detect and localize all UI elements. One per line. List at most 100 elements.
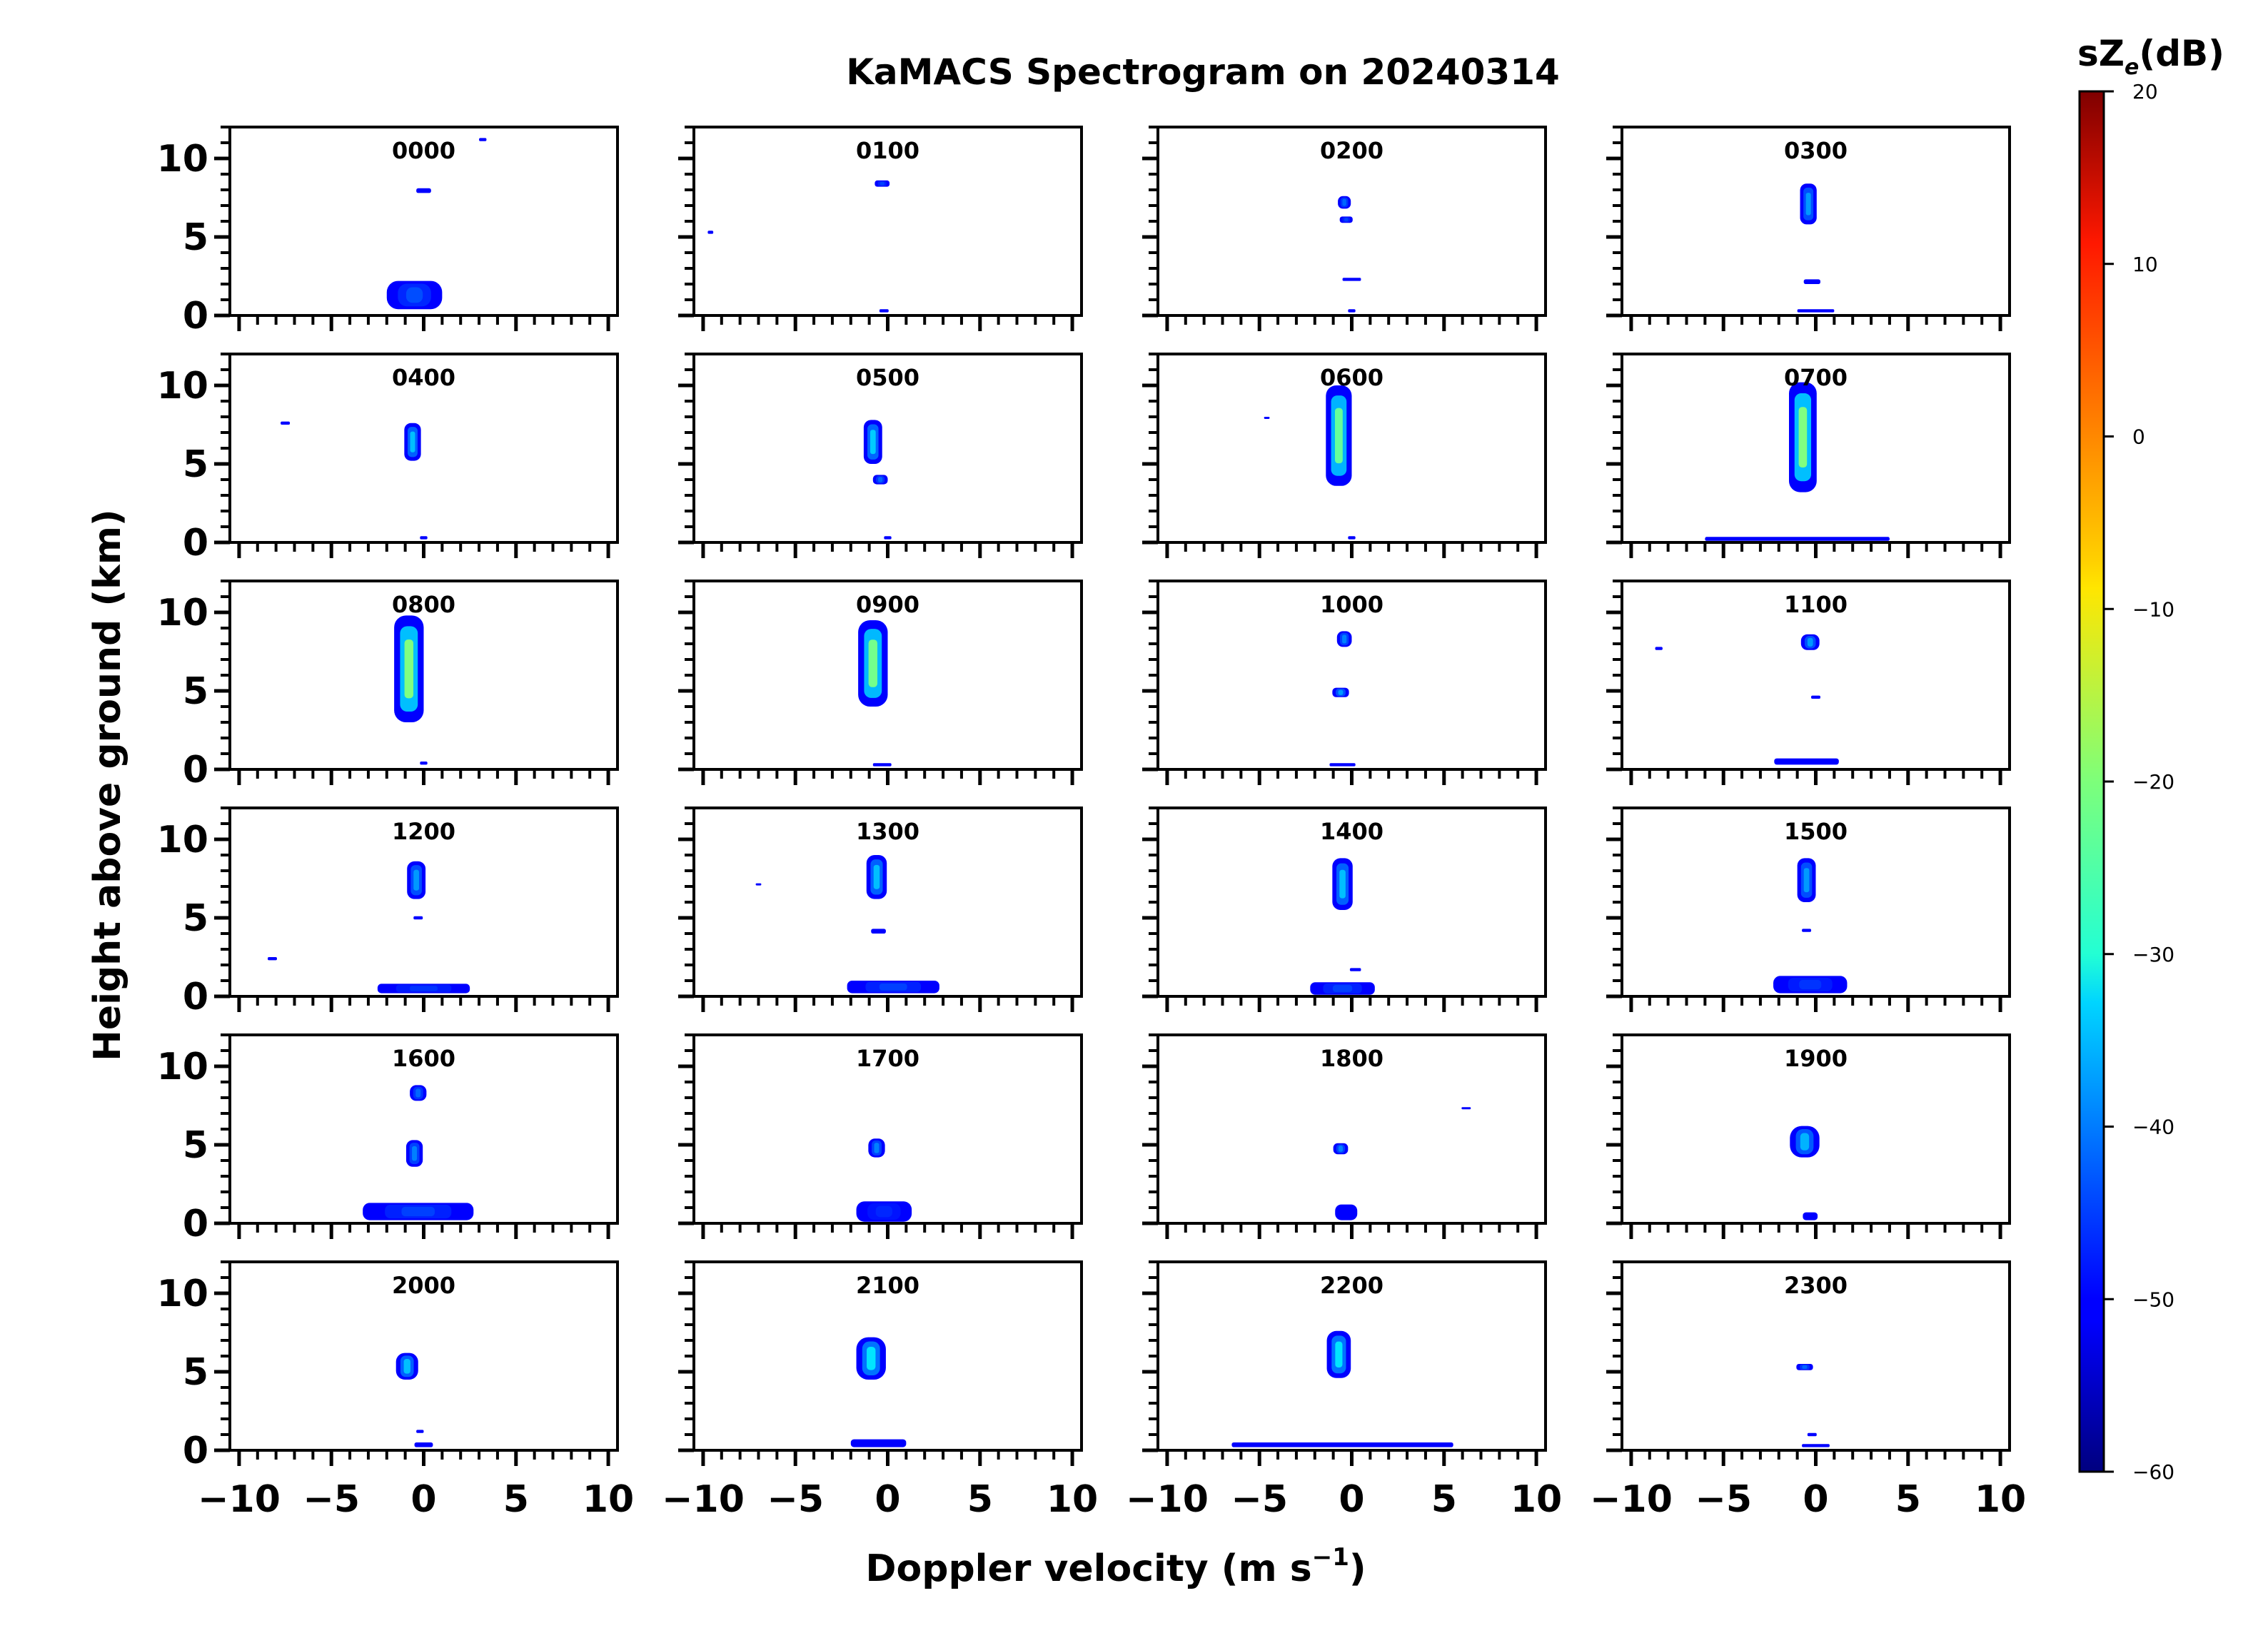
echo-outer <box>416 1430 424 1433</box>
echo-1 <box>420 762 428 765</box>
panel-1400: 1400 <box>1142 807 1547 1012</box>
colorbar-tick-label: −20 <box>2132 770 2174 794</box>
echo-1 <box>1231 1442 1453 1447</box>
echo-0 <box>1332 858 1353 910</box>
colorbar-tick-label: −60 <box>2132 1460 2174 1484</box>
x-tick-label: −10 <box>1126 1478 1209 1521</box>
echo-2 <box>268 957 277 961</box>
panel-1000: 1000 <box>1142 580 1547 785</box>
echo-2 <box>1310 982 1375 995</box>
panel-plot-area <box>707 180 890 313</box>
echo-2 <box>1797 309 1835 313</box>
echo-outer <box>1264 417 1270 419</box>
echo-1 <box>1803 279 1820 284</box>
echo-0 <box>1336 631 1352 647</box>
x-tick-label: −5 <box>767 1478 824 1521</box>
panel-time-label: 0300 <box>1784 137 1848 164</box>
y-tick-label: 10 <box>157 592 208 634</box>
echo-0 <box>386 280 443 310</box>
echo-core <box>1807 637 1813 647</box>
colorbar-tick-label: 10 <box>2132 253 2158 276</box>
panel-1500: 1500 <box>1606 807 2011 1012</box>
panel-plot-area <box>856 1138 912 1222</box>
echo-2 <box>479 138 487 141</box>
echo-1 <box>281 421 291 425</box>
panel-time-label: 0400 <box>392 364 455 391</box>
x-tick-label: −10 <box>198 1478 281 1521</box>
y-tick-label: 0 <box>183 1203 208 1245</box>
x-tick-label: 10 <box>1047 1478 1098 1521</box>
echo-core <box>1799 979 1822 990</box>
echo-core <box>1335 1341 1343 1367</box>
echo-core <box>401 1206 435 1217</box>
panel-0800: 0800 0 5 10 <box>157 580 619 792</box>
echo-1 <box>871 929 886 934</box>
echo-0 <box>395 1353 418 1380</box>
echo-2 <box>1802 1444 1830 1447</box>
panel-plot-area <box>755 855 939 994</box>
panel-plot-area <box>863 420 892 540</box>
x-tick-label: −10 <box>662 1478 745 1521</box>
panel-time-label: 0600 <box>1320 364 1384 391</box>
panel-time-label: 2200 <box>1320 1272 1384 1299</box>
echo-core <box>873 864 880 889</box>
echo-core <box>403 1359 410 1374</box>
panel-plot-area <box>395 1353 433 1447</box>
y-tick-label: 5 <box>183 1124 208 1167</box>
panel-plot-area <box>1264 385 1356 540</box>
echo-0 <box>1326 385 1352 486</box>
echo-1 <box>1705 537 1890 541</box>
panel-plot-area <box>1333 1107 1471 1220</box>
x-tick-label: −5 <box>1695 1478 1752 1521</box>
echo-0 <box>866 855 887 899</box>
panel-time-label: 1900 <box>1784 1045 1848 1072</box>
x-axis-label-close: ) <box>1349 1547 1366 1590</box>
echo-core <box>1802 1365 1808 1369</box>
x-tick-label: −5 <box>303 1478 360 1521</box>
echo-outer <box>420 536 428 540</box>
y-tick-label: 0 <box>183 295 208 338</box>
echo-outer <box>871 929 886 934</box>
x-tick-label: −5 <box>1231 1478 1288 1521</box>
echo-core <box>410 431 415 452</box>
panel-time-label: 0500 <box>856 364 919 391</box>
panel-time-label: 0200 <box>1320 137 1384 164</box>
echo-1 <box>1264 417 1270 419</box>
echo-outer <box>1231 1442 1453 1447</box>
panel-0300: 0300 <box>1606 126 2011 331</box>
panel-0700: 0700 <box>1606 353 2011 558</box>
echo-core <box>1803 868 1810 893</box>
echo-1 <box>850 1439 907 1447</box>
echo-core <box>410 986 438 991</box>
panel-plot-area <box>1773 858 1848 994</box>
echo-outer <box>1802 1444 1830 1447</box>
y-tick-label: 5 <box>183 443 208 486</box>
y-tick-label: 10 <box>157 365 208 408</box>
echo-1 <box>1461 1107 1471 1110</box>
echo-outer <box>1342 278 1361 281</box>
panel-time-label: 1000 <box>1320 591 1384 618</box>
echo-outer <box>707 231 714 234</box>
y-tick-label: 0 <box>183 976 208 1018</box>
panel-plot-area <box>268 861 470 994</box>
colorbar-gradient <box>2078 90 2105 1473</box>
x-tick-label: 5 <box>967 1478 993 1521</box>
panel-plot-area <box>1231 1330 1453 1447</box>
echo-3 <box>847 981 939 994</box>
echo-outer <box>1348 309 1356 313</box>
echo-0 <box>856 1337 886 1380</box>
echo-2 <box>755 883 762 886</box>
panel-time-label: 0800 <box>392 591 455 618</box>
colorbar-tick-label: 20 <box>2132 80 2158 103</box>
panel-1600: 1600 0 5 10 <box>157 1033 619 1245</box>
panel-1300: 1300 <box>678 807 1083 1012</box>
echo-core <box>413 869 420 891</box>
echo-core <box>1342 634 1347 644</box>
echo-core <box>1334 408 1343 464</box>
echo-0 <box>1796 1364 1813 1370</box>
echo-1 <box>416 1430 424 1433</box>
echo-core <box>1342 198 1346 206</box>
echo-core <box>878 477 883 482</box>
x-tick-label: 10 <box>583 1478 634 1521</box>
echo-1 <box>1349 968 1361 971</box>
